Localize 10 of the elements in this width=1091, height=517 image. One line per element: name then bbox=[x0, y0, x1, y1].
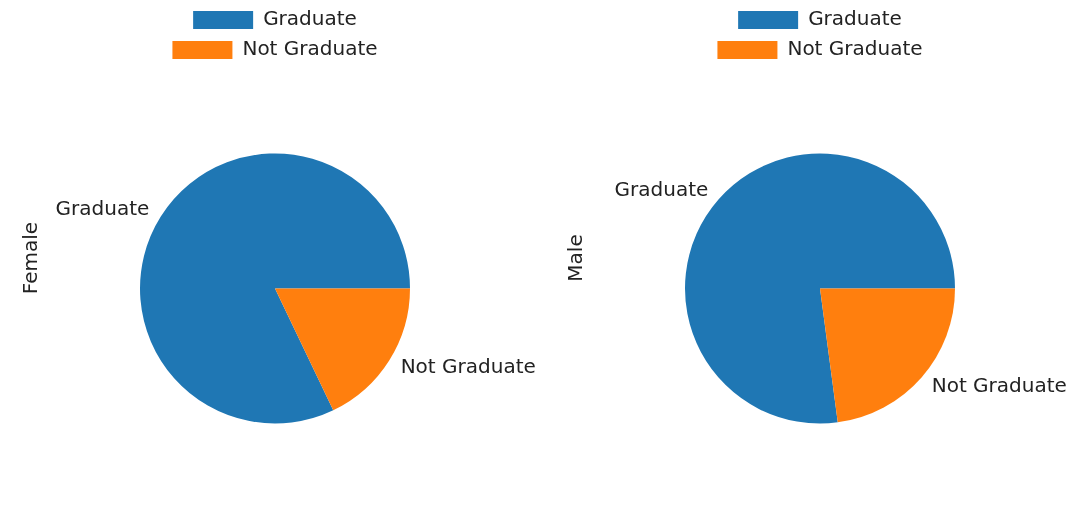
legend-label: Not Graduate bbox=[787, 36, 923, 61]
text: Female bbox=[18, 221, 42, 295]
slice-label: Not Graduate bbox=[400, 353, 536, 378]
legend-label: Graduate bbox=[808, 6, 902, 31]
text: Male bbox=[563, 234, 587, 282]
slice-label: Graduate bbox=[614, 176, 709, 201]
slice-label: Not Graduate bbox=[931, 372, 1067, 397]
legend-label: Not Graduate bbox=[242, 36, 378, 61]
slice-label: Graduate bbox=[55, 195, 150, 220]
legend-label: Graduate bbox=[263, 6, 357, 31]
